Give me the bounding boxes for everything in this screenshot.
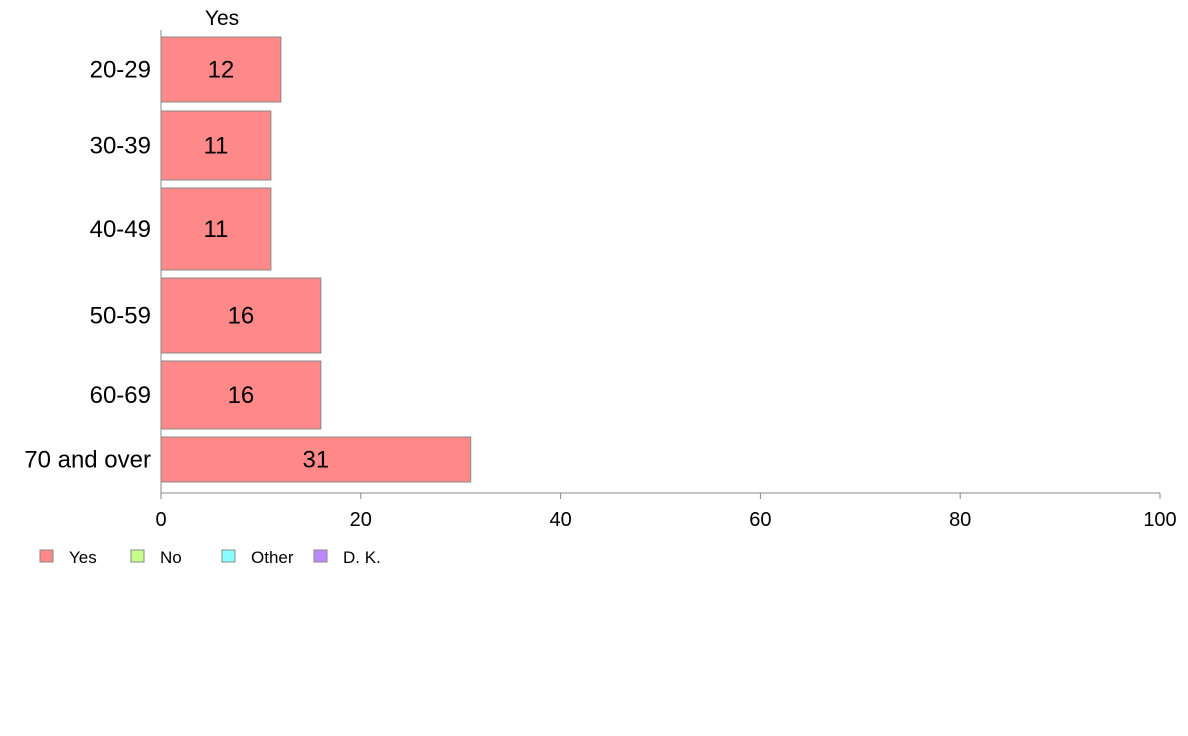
legend-swatch-no (130, 549, 145, 563)
category-label: 60-69 (90, 382, 151, 409)
legend-swatch-d-k (313, 549, 328, 563)
legend-swatch-other (221, 549, 236, 563)
legend: Yes No Other D. K. (39, 548, 381, 567)
category-label: 30-39 (90, 133, 151, 160)
bars: 20-29 12 30-39 11 40-49 11 50-59 16 60-69 16 70 an… (24, 36, 472, 483)
x-axis: 0 20 40 60 80 100 (155, 30, 1177, 531)
segment-top-label: Yes (205, 7, 239, 30)
bar-yes-1 (160, 36, 282, 103)
bar-yes-4 (160, 277, 322, 354)
legend-label-yes: Yes (69, 548, 97, 567)
x-tick-label: 0 (155, 509, 166, 531)
category-label: 50-59 (90, 303, 151, 330)
bar-yes-2 (160, 110, 272, 181)
category-label: 70 and over (24, 447, 151, 474)
data-label: 16 (228, 382, 255, 409)
x-tick-label: 100 (1143, 509, 1176, 531)
category-label: 40-49 (90, 216, 151, 243)
legend-label-no: No (160, 548, 182, 567)
legend-label-d-k: D. K. (343, 548, 381, 567)
data-label: 11 (203, 216, 228, 243)
bar-yes-3 (160, 187, 272, 271)
data-label: 16 (228, 303, 255, 330)
x-tick-label: 20 (350, 509, 372, 531)
legend-swatch-yes (39, 549, 54, 563)
data-label: 11 (203, 133, 228, 160)
bar-yes-5 (160, 360, 322, 430)
legend-label-other: Other (251, 548, 294, 567)
x-tick-label: 60 (749, 509, 771, 531)
category-label: 20-29 (90, 57, 151, 84)
data-label: 31 (302, 447, 329, 474)
bar-yes-6 (160, 436, 472, 483)
x-tick-label: 80 (949, 509, 971, 531)
x-tick-label: 40 (549, 509, 571, 531)
data-label: 12 (208, 57, 235, 84)
